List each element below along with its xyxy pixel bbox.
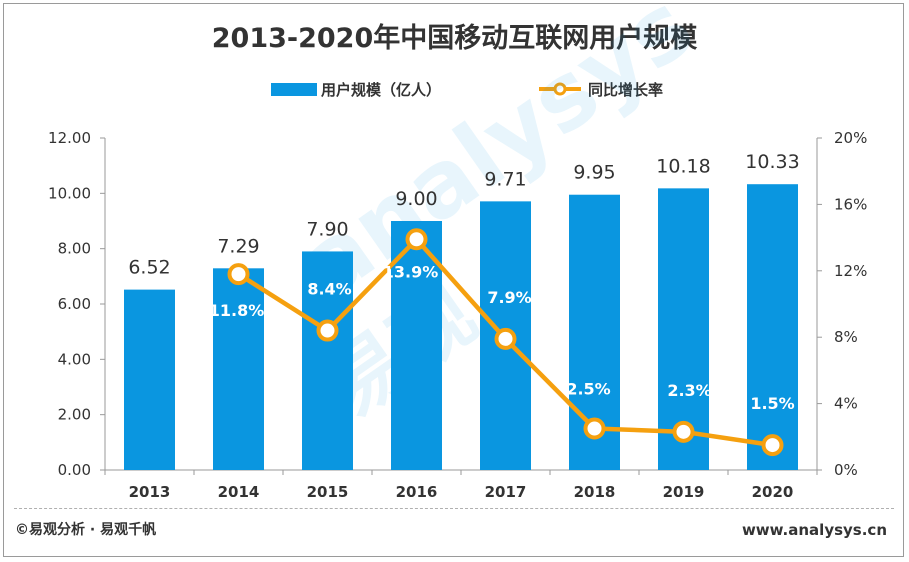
x-tick-label: 2013 — [129, 483, 171, 501]
bar-value-label: 9.95 — [573, 162, 615, 184]
x-tick-label: 2019 — [663, 483, 705, 501]
y-right-tick-label: 8% — [834, 328, 858, 346]
growth-value-label: 2.5% — [566, 380, 610, 399]
x-tick-label: 2018 — [574, 483, 616, 501]
bar-value-label: 10.33 — [745, 151, 799, 173]
y-left-tick-label: 6.00 — [58, 295, 91, 313]
x-tick-label: 2016 — [396, 483, 438, 501]
bar — [747, 184, 798, 470]
bar-value-label: 6.52 — [128, 257, 170, 279]
footer-source: ©易观分析 · 易观千帆 — [15, 522, 157, 538]
bar-series — [124, 184, 798, 470]
bar-value-label: 7.29 — [217, 235, 259, 257]
y-left-tick-label: 4.00 — [58, 350, 91, 368]
growth-point — [761, 434, 784, 457]
y-left-tick-label: 0.00 — [58, 461, 91, 479]
footer-url: www.analysys.cn — [741, 521, 887, 539]
growth-point — [583, 417, 606, 440]
legend-bar-swatch — [271, 83, 317, 96]
y-left-tick-label: 8.00 — [58, 240, 91, 258]
legend-line-label: 同比增长率 — [588, 81, 664, 99]
growth-value-label: 1.5% — [750, 394, 794, 413]
bar-value-label: 9.71 — [484, 168, 526, 190]
bar — [124, 289, 175, 470]
chart-title: 2013-2020年中国移动互联网用户规模 — [211, 23, 698, 54]
footer-divider — [14, 508, 894, 509]
y-left-tick-label: 12.00 — [48, 129, 91, 147]
growth-point — [316, 319, 339, 342]
legend: 用户规模（亿人） 同比增长率 — [0, 78, 909, 102]
growth-point — [672, 420, 695, 443]
bar — [391, 221, 442, 470]
growth-value-label: 13.9% — [383, 262, 439, 281]
y-right-tick-label: 16% — [834, 195, 867, 213]
bar-value-label: 9.00 — [395, 188, 437, 210]
growth-point — [227, 263, 250, 286]
bar-value-label: 7.90 — [306, 218, 348, 240]
legend-line-swatch — [539, 82, 581, 96]
line-series — [227, 228, 784, 457]
legend-bar-label: 用户规模（亿人） — [321, 81, 442, 99]
bar-value-label: 10.18 — [656, 155, 710, 177]
y-right-tick-label: 0% — [834, 461, 858, 479]
y-right-tick-label: 4% — [834, 395, 858, 413]
growth-value-label: 2.3% — [667, 381, 711, 400]
growth-value-label: 7.9% — [487, 288, 531, 307]
data-labels: 6.52 7.29 7.90 9.00 9.71 9.95 10.18 10.33 11.8% 8… — [128, 151, 799, 413]
y-left-tick-label: 10.00 — [48, 184, 91, 202]
x-tick-label: 2017 — [485, 483, 527, 501]
growth-value-label: 8.4% — [307, 280, 351, 299]
y-right-tick-label: 12% — [834, 262, 867, 280]
bar — [213, 268, 264, 470]
growth-value-label: 11.8% — [209, 301, 265, 320]
y-left-tick-label: 2.00 — [58, 406, 91, 424]
x-tick-label: 2020 — [752, 483, 794, 501]
x-tick-label: 2015 — [307, 483, 349, 501]
growth-point — [494, 327, 517, 350]
x-tick-label: 2014 — [218, 483, 260, 501]
y-right-tick-label: 20% — [834, 129, 867, 147]
bar — [302, 251, 353, 470]
growth-point — [405, 228, 428, 251]
